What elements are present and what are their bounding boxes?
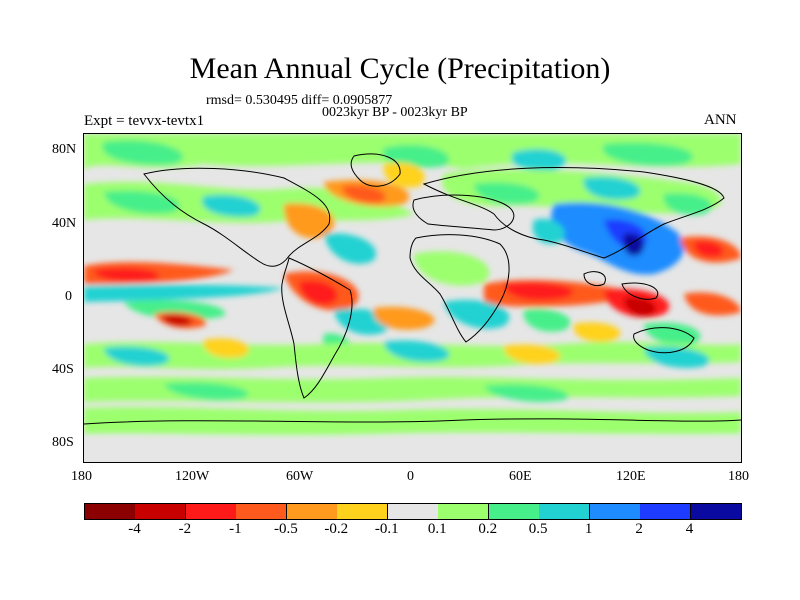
lat-tick-80n: 80N <box>52 142 77 157</box>
colorbar-label: -4 <box>128 521 141 537</box>
colorbar <box>84 503 742 520</box>
colorbar-label: 1 <box>584 521 593 537</box>
colorbar-swatch <box>185 504 237 519</box>
colorbar-label: 0.1 <box>427 521 447 537</box>
stats-subtitle: rmsd= 0.530495 diff= 0.0905877 <box>206 93 393 108</box>
experiment-label: Expt = tevvx-tevtx1 <box>84 113 205 129</box>
colorbar-label: -0.1 <box>374 521 399 537</box>
period-subtitle: 0023kyr BP - 0023kyr BP <box>322 105 468 120</box>
precipitation-map <box>83 133 742 463</box>
colorbar-swatch <box>488 504 540 519</box>
colorbar-swatch <box>640 504 692 519</box>
colorbar-swatch <box>438 504 490 519</box>
lat-tick-40n: 40N <box>52 216 77 231</box>
colorbar-label: -0.2 <box>324 521 349 537</box>
lon-tick-120e: 120E <box>616 469 646 484</box>
lon-tick-120w: 120W <box>175 469 210 484</box>
season-label: ANN <box>704 112 737 128</box>
map-canvas <box>84 134 741 462</box>
lat-tick-0: 0 <box>65 289 72 304</box>
lon-tick-180e: 180 <box>728 469 749 484</box>
lon-tick-60e: 60E <box>509 469 532 484</box>
colorbar-label: 2 <box>635 521 643 537</box>
anomaly-field <box>84 134 741 462</box>
plot-title: Mean Annual Cycle (Precipitation) <box>189 52 611 85</box>
colorbar-label: -2 <box>178 521 192 537</box>
colorbar-swatch <box>337 504 389 519</box>
colorbar-label: 0.5 <box>528 521 548 537</box>
lon-tick-180w: 180 <box>71 469 92 484</box>
colorbar-label: 4 <box>685 521 694 537</box>
colorbar-label: 0.2 <box>478 521 498 537</box>
colorbar-swatch <box>539 504 591 519</box>
colorbar-swatch <box>236 504 288 519</box>
colorbar-swatch <box>135 504 187 519</box>
lon-tick-60w: 60W <box>286 469 314 484</box>
colorbar-swatch <box>589 504 641 519</box>
colorbar-swatch <box>690 504 742 519</box>
lon-tick-0: 0 <box>407 469 414 484</box>
colorbar-label: -1 <box>229 521 242 537</box>
colorbar-swatch <box>286 504 338 519</box>
lat-tick-80s: 80S <box>52 435 74 450</box>
colorbar-swatch <box>85 504 136 519</box>
coastlines <box>84 153 741 425</box>
colorbar-label: -0.5 <box>273 521 298 537</box>
colorbar-swatch <box>387 504 439 519</box>
lat-tick-40s: 40S <box>52 362 74 377</box>
